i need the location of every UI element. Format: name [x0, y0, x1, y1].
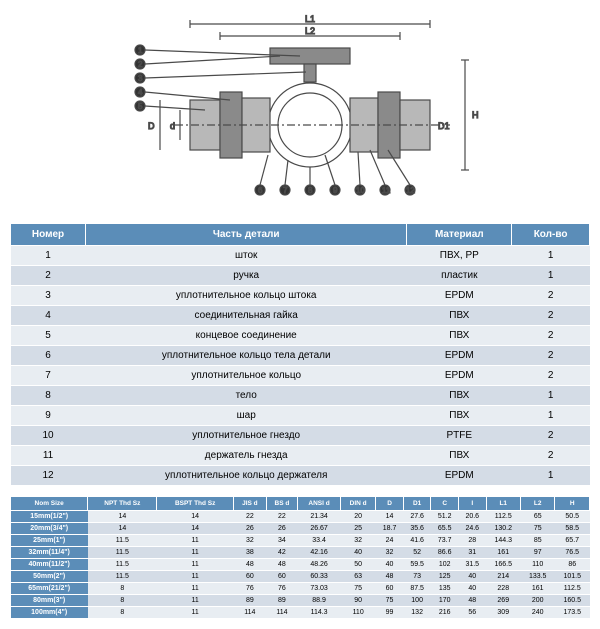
dim-header: DIN d — [341, 497, 376, 511]
table-row: 50mm(2")11.511606060.3363487312540214133… — [11, 571, 590, 583]
dim-header: L2 — [520, 497, 554, 511]
table-row: 15mm(1/2")1414222221.34201427.651.220.61… — [11, 511, 590, 523]
dim-header: Nom Size — [11, 497, 88, 511]
svg-text:7: 7 — [283, 186, 288, 195]
table-row: 20mm(3/4")1414262626.672518.735.665.524.… — [11, 523, 590, 535]
dim-l1: L1 — [305, 14, 315, 24]
table-row: 25mm(1")11.511323433.4322441.673.728144.… — [11, 535, 590, 547]
dim-l2: L2 — [305, 26, 315, 36]
dim-d-big: D — [148, 121, 155, 131]
table-row: 100mm(4")811114114114.311099132216563092… — [11, 607, 590, 619]
table-row: 8телоПВХ1 — [11, 386, 590, 406]
dim-header: ANSI d — [298, 497, 341, 511]
svg-text:9: 9 — [333, 186, 338, 195]
dim-header: D1 — [403, 497, 431, 511]
table-row: 40mm(11/2")11.511484848.26504059.510231.… — [11, 559, 590, 571]
dim-header: C — [431, 497, 459, 511]
dim-header: JIS d — [234, 497, 267, 511]
svg-text:12: 12 — [406, 186, 415, 195]
table-row: 10уплотнительное гнездоPTFE2 — [11, 426, 590, 446]
dim-header: BS d — [266, 497, 297, 511]
parts-table: НомерЧасть деталиМатериалКол-во 1штокПВХ… — [10, 223, 590, 486]
dim-h: H — [472, 110, 479, 120]
table-row: 5концевое соединениеПВХ2 — [11, 326, 590, 346]
table-row: 65mm(21/2")811767673.03756087.5135402281… — [11, 583, 590, 595]
valve-diagram: L1 L2 H d D D1 1 2 3 — [10, 10, 590, 210]
dim-header: H — [555, 497, 590, 511]
dim-header: D — [376, 497, 404, 511]
table-row: 6уплотнительное кольцо тела деталиEPDM2 — [11, 346, 590, 366]
svg-text:5: 5 — [138, 102, 143, 111]
table-row: 80mm(3")811898988.9907510017048269200160… — [11, 595, 590, 607]
svg-text:10: 10 — [356, 186, 365, 195]
dimensions-table: Nom SizeNPT Thd SzBSPT Thd SzJIS dBS dAN… — [10, 496, 590, 619]
table-row: 1штокПВХ, PP1 — [11, 246, 590, 266]
dim-header: I — [458, 497, 486, 511]
svg-text:6: 6 — [258, 186, 263, 195]
svg-text:1: 1 — [138, 46, 143, 55]
table-row: 2ручкапластик1 — [11, 266, 590, 286]
table-row: 7уплотнительное кольцоEPDM2 — [11, 366, 590, 386]
svg-text:11: 11 — [382, 186, 391, 195]
parts-header: Номер — [11, 224, 86, 246]
table-row: 32mm(11/4")11.511384242.1640325286.63116… — [11, 547, 590, 559]
table-row: 4соединительная гайкаПВХ2 — [11, 306, 590, 326]
svg-text:3: 3 — [138, 74, 143, 83]
svg-text:8: 8 — [308, 186, 313, 195]
parts-header: Материал — [407, 224, 512, 246]
parts-header: Часть детали — [86, 224, 407, 246]
dim-header: L1 — [486, 497, 520, 511]
svg-text:2: 2 — [138, 60, 143, 69]
dim-d-small: d — [170, 121, 175, 131]
dim-header: BSPT Thd Sz — [157, 497, 234, 511]
svg-text:4: 4 — [138, 88, 143, 97]
table-row: 12уплотнительное кольцо держателяEPDM1 — [11, 466, 590, 486]
table-row: 3уплотнительное кольцо штокаEPDM2 — [11, 286, 590, 306]
dim-header: NPT Thd Sz — [88, 497, 157, 511]
table-row: 11держатель гнездаПВХ2 — [11, 446, 590, 466]
parts-header: Кол-во — [512, 224, 590, 246]
table-row: 9шарПВХ1 — [11, 406, 590, 426]
dim-d1: D1 — [438, 121, 450, 131]
